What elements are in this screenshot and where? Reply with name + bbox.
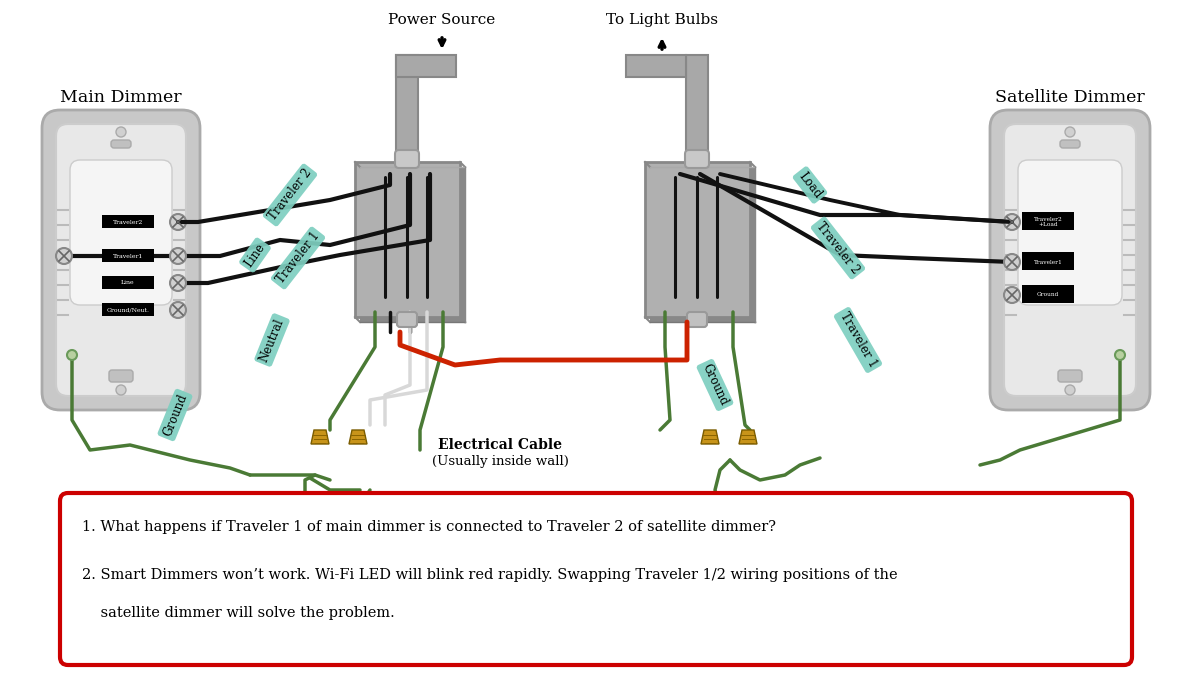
Text: Power Source: Power Source: [389, 13, 496, 27]
Bar: [102, 276, 154, 289]
Text: Ground: Ground: [1037, 293, 1060, 297]
Text: Satellite Dimmer: Satellite Dimmer: [995, 89, 1145, 105]
Circle shape: [116, 385, 126, 395]
FancyBboxPatch shape: [990, 110, 1150, 410]
Text: Traveler2
+Load: Traveler2 +Load: [1033, 216, 1062, 227]
FancyBboxPatch shape: [1060, 140, 1080, 148]
Text: Main Dimmer: Main Dimmer: [60, 89, 182, 105]
Text: Ground: Ground: [700, 362, 731, 408]
Circle shape: [170, 302, 186, 318]
Text: Neutral: Neutral: [258, 316, 287, 364]
Text: Traveler 1: Traveler 1: [836, 310, 880, 370]
Bar: [1022, 212, 1074, 230]
Text: Load: Load: [796, 170, 824, 201]
FancyBboxPatch shape: [1058, 370, 1082, 382]
Polygon shape: [701, 430, 719, 444]
Text: Line: Line: [121, 281, 134, 285]
FancyBboxPatch shape: [685, 150, 709, 168]
Text: satellite dimmer will solve the problem.: satellite dimmer will solve the problem.: [82, 606, 395, 620]
Text: Traveler 2: Traveler 2: [814, 220, 862, 276]
Circle shape: [1004, 214, 1020, 230]
Bar: [355, 162, 460, 317]
Text: Electrical Cable: Electrical Cable: [438, 438, 562, 452]
Text: Ground/Neut.: Ground/Neut.: [107, 308, 150, 312]
FancyBboxPatch shape: [1018, 160, 1122, 305]
Bar: [650, 167, 755, 322]
Bar: [102, 215, 154, 228]
FancyBboxPatch shape: [686, 312, 707, 327]
FancyBboxPatch shape: [112, 140, 131, 148]
Bar: [1022, 285, 1074, 303]
FancyBboxPatch shape: [70, 160, 172, 305]
Bar: [102, 303, 154, 316]
FancyBboxPatch shape: [109, 370, 133, 382]
Text: Traveler 1: Traveler 1: [274, 230, 322, 286]
FancyBboxPatch shape: [397, 312, 418, 327]
Bar: [102, 249, 154, 262]
Circle shape: [1115, 350, 1126, 360]
FancyBboxPatch shape: [60, 493, 1132, 665]
Text: Line: Line: [242, 241, 268, 269]
Text: Traveler1: Traveler1: [113, 254, 143, 258]
Bar: [686, 55, 708, 162]
FancyBboxPatch shape: [56, 124, 186, 396]
Bar: [396, 55, 418, 162]
Bar: [396, 55, 456, 77]
Text: (Usually inside wall): (Usually inside wall): [432, 456, 569, 468]
Bar: [646, 162, 750, 317]
Text: 2. Smart Dimmers won’t work. Wi-Fi LED will blink red rapidly. Swapping Traveler: 2. Smart Dimmers won’t work. Wi-Fi LED w…: [82, 568, 898, 582]
Bar: [1022, 252, 1074, 270]
FancyBboxPatch shape: [395, 150, 419, 168]
Polygon shape: [311, 430, 329, 444]
Text: To Light Bulbs: To Light Bulbs: [606, 13, 718, 27]
Circle shape: [170, 214, 186, 230]
Polygon shape: [349, 430, 367, 444]
Circle shape: [116, 127, 126, 137]
Circle shape: [67, 350, 77, 360]
Bar: [626, 55, 686, 77]
Circle shape: [1004, 287, 1020, 303]
Circle shape: [1066, 385, 1075, 395]
Text: Traveler 2: Traveler 2: [266, 167, 314, 223]
Circle shape: [1066, 127, 1075, 137]
Text: Traveler2: Traveler2: [113, 220, 143, 224]
Text: Ground: Ground: [161, 392, 190, 438]
Circle shape: [170, 248, 186, 264]
FancyBboxPatch shape: [42, 110, 200, 410]
Bar: [360, 167, 466, 322]
Circle shape: [56, 248, 72, 264]
Text: 1. What happens if Traveler 1 of main dimmer is connected to Traveler 2 of satel: 1. What happens if Traveler 1 of main di…: [82, 520, 776, 534]
Circle shape: [1004, 254, 1020, 270]
Circle shape: [170, 275, 186, 291]
Text: Traveler1: Traveler1: [1033, 260, 1062, 264]
FancyBboxPatch shape: [1004, 124, 1136, 396]
Polygon shape: [739, 430, 757, 444]
